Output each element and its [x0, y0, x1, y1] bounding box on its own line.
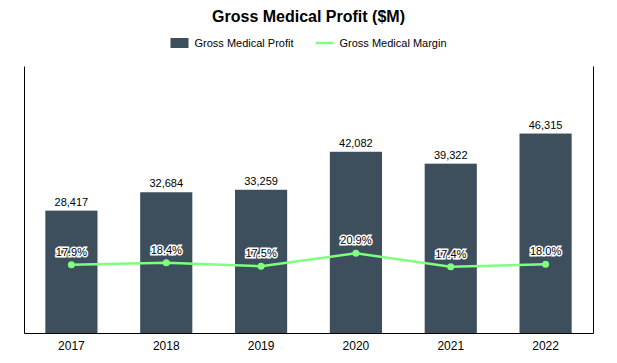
data-label: 17.9%	[56, 246, 87, 258]
bar	[425, 164, 477, 333]
x-tick: 2017	[58, 333, 85, 353]
legend: Gross Medical Profit Gross Medical Margin	[170, 37, 446, 49]
y2-axis	[593, 67, 594, 334]
data-label: 18.0%	[530, 245, 561, 257]
data-label: 42,082	[339, 137, 373, 149]
bar	[235, 190, 287, 333]
x-axis-line	[25, 333, 594, 334]
data-label: 17.4%	[435, 248, 466, 260]
plot-area: 28,417 32,684 33,259 42,082 39,322 46,315 17.9…	[25, 67, 594, 353]
data-labels: 28,417 32,684 33,259 42,082 39,322 46,315 17.9…	[55, 119, 563, 260]
x-tick: 2020	[343, 333, 370, 353]
legend-label: Gross Medical Profit	[194, 37, 293, 49]
legend-item: Gross Medical Margin	[316, 37, 447, 49]
x-tick-label: 2022	[532, 339, 559, 353]
marker	[68, 261, 75, 268]
data-label: 20.9%	[340, 234, 371, 246]
bar	[45, 211, 97, 333]
x-tick-label: 2020	[343, 339, 370, 353]
bar	[520, 134, 572, 333]
y-axis	[24, 67, 25, 334]
legend-swatch	[316, 42, 334, 45]
marker	[542, 261, 549, 268]
marker	[352, 250, 359, 257]
x-axis: 2017 2018 2019 2020 2021 2022	[25, 333, 594, 353]
data-label: 18.4%	[151, 244, 182, 256]
title: Gross Medical Profit ($M)	[212, 8, 405, 25]
x-tick: 2019	[248, 333, 275, 353]
x-tick: 2021	[437, 333, 464, 353]
x-tick: 2018	[153, 333, 180, 353]
marker	[163, 259, 170, 266]
x-tick-label: 2021	[437, 339, 464, 353]
x-tick-label: 2019	[248, 339, 275, 353]
legend-swatch	[170, 38, 188, 48]
marker	[258, 263, 265, 270]
x-tick-label: 2018	[153, 339, 180, 353]
data-label: 17.5%	[245, 247, 276, 259]
legend-item: Gross Medical Profit	[170, 37, 293, 49]
marks	[45, 134, 571, 333]
data-label: 46,315	[529, 119, 563, 131]
legend-label: Gross Medical Margin	[340, 37, 447, 49]
chart: 28,417 32,684 33,259 42,082 39,322 46,315 17.9…	[0, 0, 617, 363]
marker	[447, 263, 454, 270]
data-label: 28,417	[55, 196, 89, 208]
data-label: 39,322	[434, 149, 468, 161]
line	[71, 253, 545, 266]
x-tick: 2022	[532, 333, 559, 353]
y2-axis-line	[593, 67, 594, 334]
y-axis-line	[24, 67, 25, 334]
data-label: 32,684	[149, 177, 183, 189]
x-tick-label: 2017	[58, 339, 85, 353]
data-label: 33,259	[244, 175, 278, 187]
bar	[330, 152, 382, 333]
